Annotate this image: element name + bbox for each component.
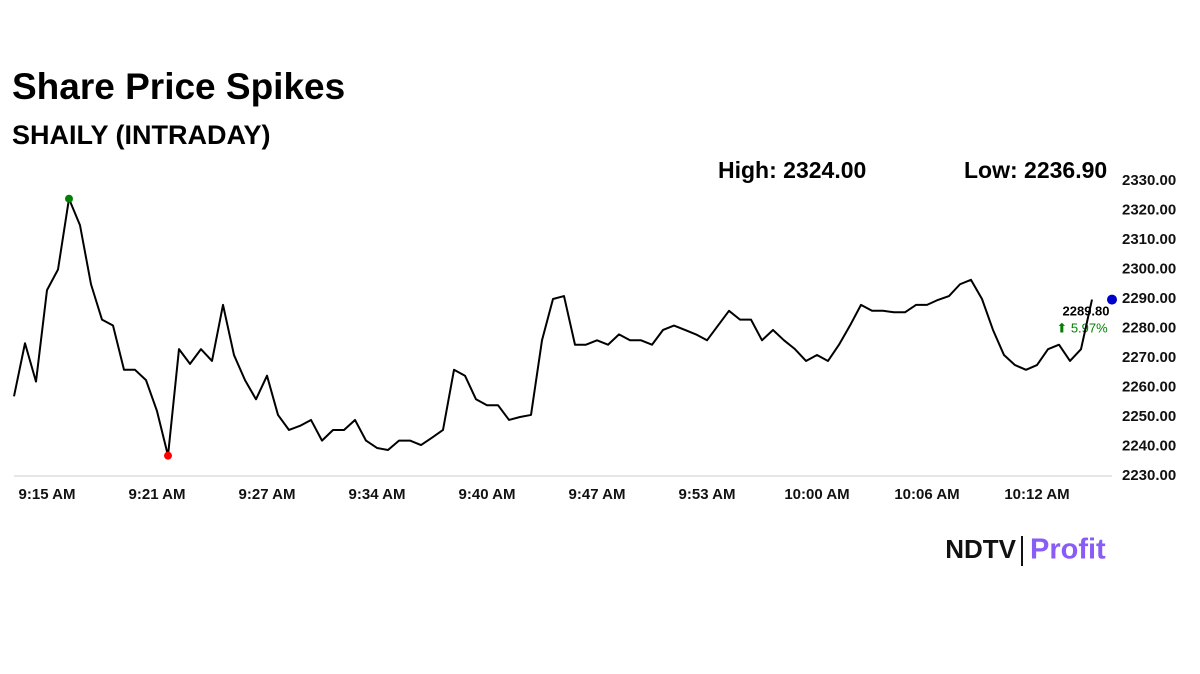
chart-title: Share Price Spikes (12, 66, 345, 107)
x-tick-label: 10:00 AM (784, 486, 849, 503)
y-tick-label: 2300.00 (1122, 260, 1176, 277)
high-marker (65, 194, 73, 203)
y-tick-label: 2320.00 (1122, 201, 1176, 218)
last-price-label: 2289.80 (1063, 303, 1110, 318)
x-tick-label: 9:40 AM (459, 486, 516, 503)
last-marker (1107, 294, 1117, 305)
y-tick-label: 2240.00 (1122, 437, 1176, 454)
x-tick-label: 10:06 AM (894, 486, 959, 503)
change-label: ⬆ 5.97% (1056, 320, 1108, 335)
y-tick-label: 2280.00 (1122, 319, 1176, 336)
x-tick-label: 10:12 AM (1004, 486, 1069, 503)
y-tick-label: 2270.00 (1122, 349, 1176, 366)
x-tick-label: 9:15 AM (19, 486, 76, 503)
y-tick-label: 2250.00 (1122, 408, 1176, 425)
chart-subtitle: SHAILY (INTRADAY) (12, 120, 271, 150)
low-marker (164, 451, 172, 460)
x-tick-label: 9:21 AM (129, 486, 186, 503)
y-tick-label: 2330.00 (1122, 172, 1176, 189)
high-annotation: High: 2324.00 (718, 157, 866, 183)
y-tick-label: 2290.00 (1122, 290, 1176, 307)
brand-product: Profit (1030, 534, 1106, 566)
y-tick-label: 2310.00 (1122, 231, 1176, 248)
price-line (13, 197, 1093, 457)
x-tick-label: 9:53 AM (679, 486, 736, 503)
low-annotation: Low: 2236.90 (964, 157, 1107, 183)
x-tick-label: 9:34 AM (349, 486, 406, 503)
x-tick-label: 9:47 AM (569, 486, 626, 503)
x-tick-label: 9:27 AM (239, 486, 296, 503)
brand-name: NDTV (945, 534, 1016, 564)
y-tick-label: 2260.00 (1122, 378, 1176, 395)
y-tick-label: 2230.00 (1122, 467, 1176, 484)
